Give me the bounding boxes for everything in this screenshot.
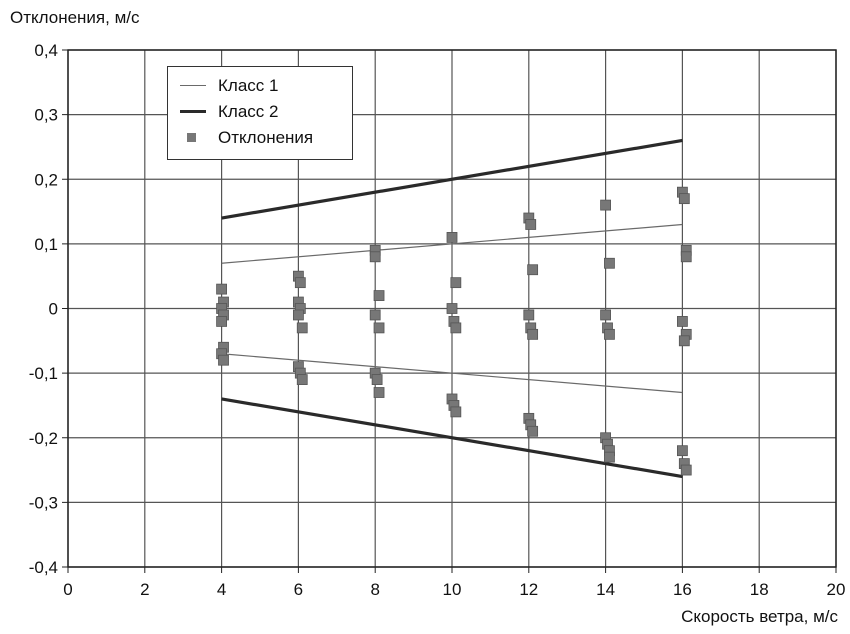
deviation-point xyxy=(527,328,539,340)
y-tick-label: 0,1 xyxy=(34,235,58,254)
deviation-point xyxy=(604,451,615,463)
deviation-point xyxy=(296,322,308,334)
y-tick-label: 0,3 xyxy=(34,106,58,125)
deviation-point xyxy=(680,251,692,263)
x-tick-label: 4 xyxy=(217,580,226,599)
deviation-point xyxy=(680,464,692,476)
deviation-point xyxy=(292,309,304,321)
deviation-point xyxy=(678,335,690,347)
legend-square-marker-icon xyxy=(180,127,206,149)
deviation-point xyxy=(218,354,229,366)
deviation-point xyxy=(450,277,462,289)
x-tick-label: 18 xyxy=(750,580,769,599)
deviation-point xyxy=(600,199,611,211)
deviation-point xyxy=(296,374,308,385)
deviation-point xyxy=(525,219,537,230)
deviation-point xyxy=(527,425,539,437)
legend-label-deviations: Отклонения xyxy=(218,128,314,147)
class2-line xyxy=(221,397,683,479)
class1-line xyxy=(221,353,683,394)
deviation-point xyxy=(369,251,381,263)
x-tick-label: 20 xyxy=(827,580,846,599)
x-tick-label: 16 xyxy=(673,580,692,599)
deviation-point xyxy=(450,406,462,418)
y-tick-label: 0,2 xyxy=(34,170,58,189)
deviation-point xyxy=(527,264,539,276)
y-tick-label: 0,4 xyxy=(34,41,58,60)
legend-line-thin-icon xyxy=(180,75,206,97)
deviation-point xyxy=(369,309,381,321)
deviation-point xyxy=(373,322,385,334)
legend-label-class1: Класс 1 xyxy=(218,76,279,95)
y-tick-label: -0,4 xyxy=(29,558,58,577)
deviation-point xyxy=(604,257,615,269)
y-tick-label: -0,2 xyxy=(29,429,58,448)
deviation-point xyxy=(373,290,385,301)
x-tick-label: 8 xyxy=(370,580,379,599)
deviation-point xyxy=(216,283,228,295)
deviation-point xyxy=(371,374,383,385)
deviation-point xyxy=(450,322,462,334)
deviation-point xyxy=(373,387,385,398)
x-tick-label: 10 xyxy=(443,580,462,599)
deviation-point xyxy=(446,232,458,243)
class2-line xyxy=(221,138,683,220)
y-axis-label: Отклонения, м/с xyxy=(10,8,140,27)
x-tick-label: 6 xyxy=(294,580,303,599)
plot-frame xyxy=(67,49,837,568)
x-tick-label: 12 xyxy=(519,580,538,599)
deviation-point xyxy=(216,316,228,327)
deviation-point xyxy=(677,445,688,457)
y-tick-label: 0 xyxy=(49,300,58,319)
x-tick-label: 0 xyxy=(63,580,72,599)
deviation-point xyxy=(523,309,535,321)
legend: Класс 1 Класс 2 Отклонения xyxy=(167,66,353,160)
x-axis-label: Скорость ветра, м/с xyxy=(681,607,838,626)
deviation-point xyxy=(446,303,458,314)
x-tick-label: 2 xyxy=(140,580,149,599)
y-tick-label: -0,1 xyxy=(29,364,58,383)
legend-line-thick-icon xyxy=(180,101,206,123)
legend-item-class2: Класс 2 xyxy=(180,101,278,123)
legend-label-class2: Класс 2 xyxy=(218,102,279,121)
deviation-point xyxy=(677,316,688,327)
legend-item-class1: Класс 1 xyxy=(180,75,278,97)
deviation-point xyxy=(604,328,615,340)
deviation-point xyxy=(294,277,306,289)
class1-line xyxy=(221,223,683,264)
y-tick-label: -0,3 xyxy=(29,493,58,512)
x-tick-label: 14 xyxy=(596,580,615,599)
deviation-point xyxy=(600,309,611,321)
deviation-point xyxy=(678,193,690,205)
legend-item-deviations: Отклонения xyxy=(180,127,313,149)
